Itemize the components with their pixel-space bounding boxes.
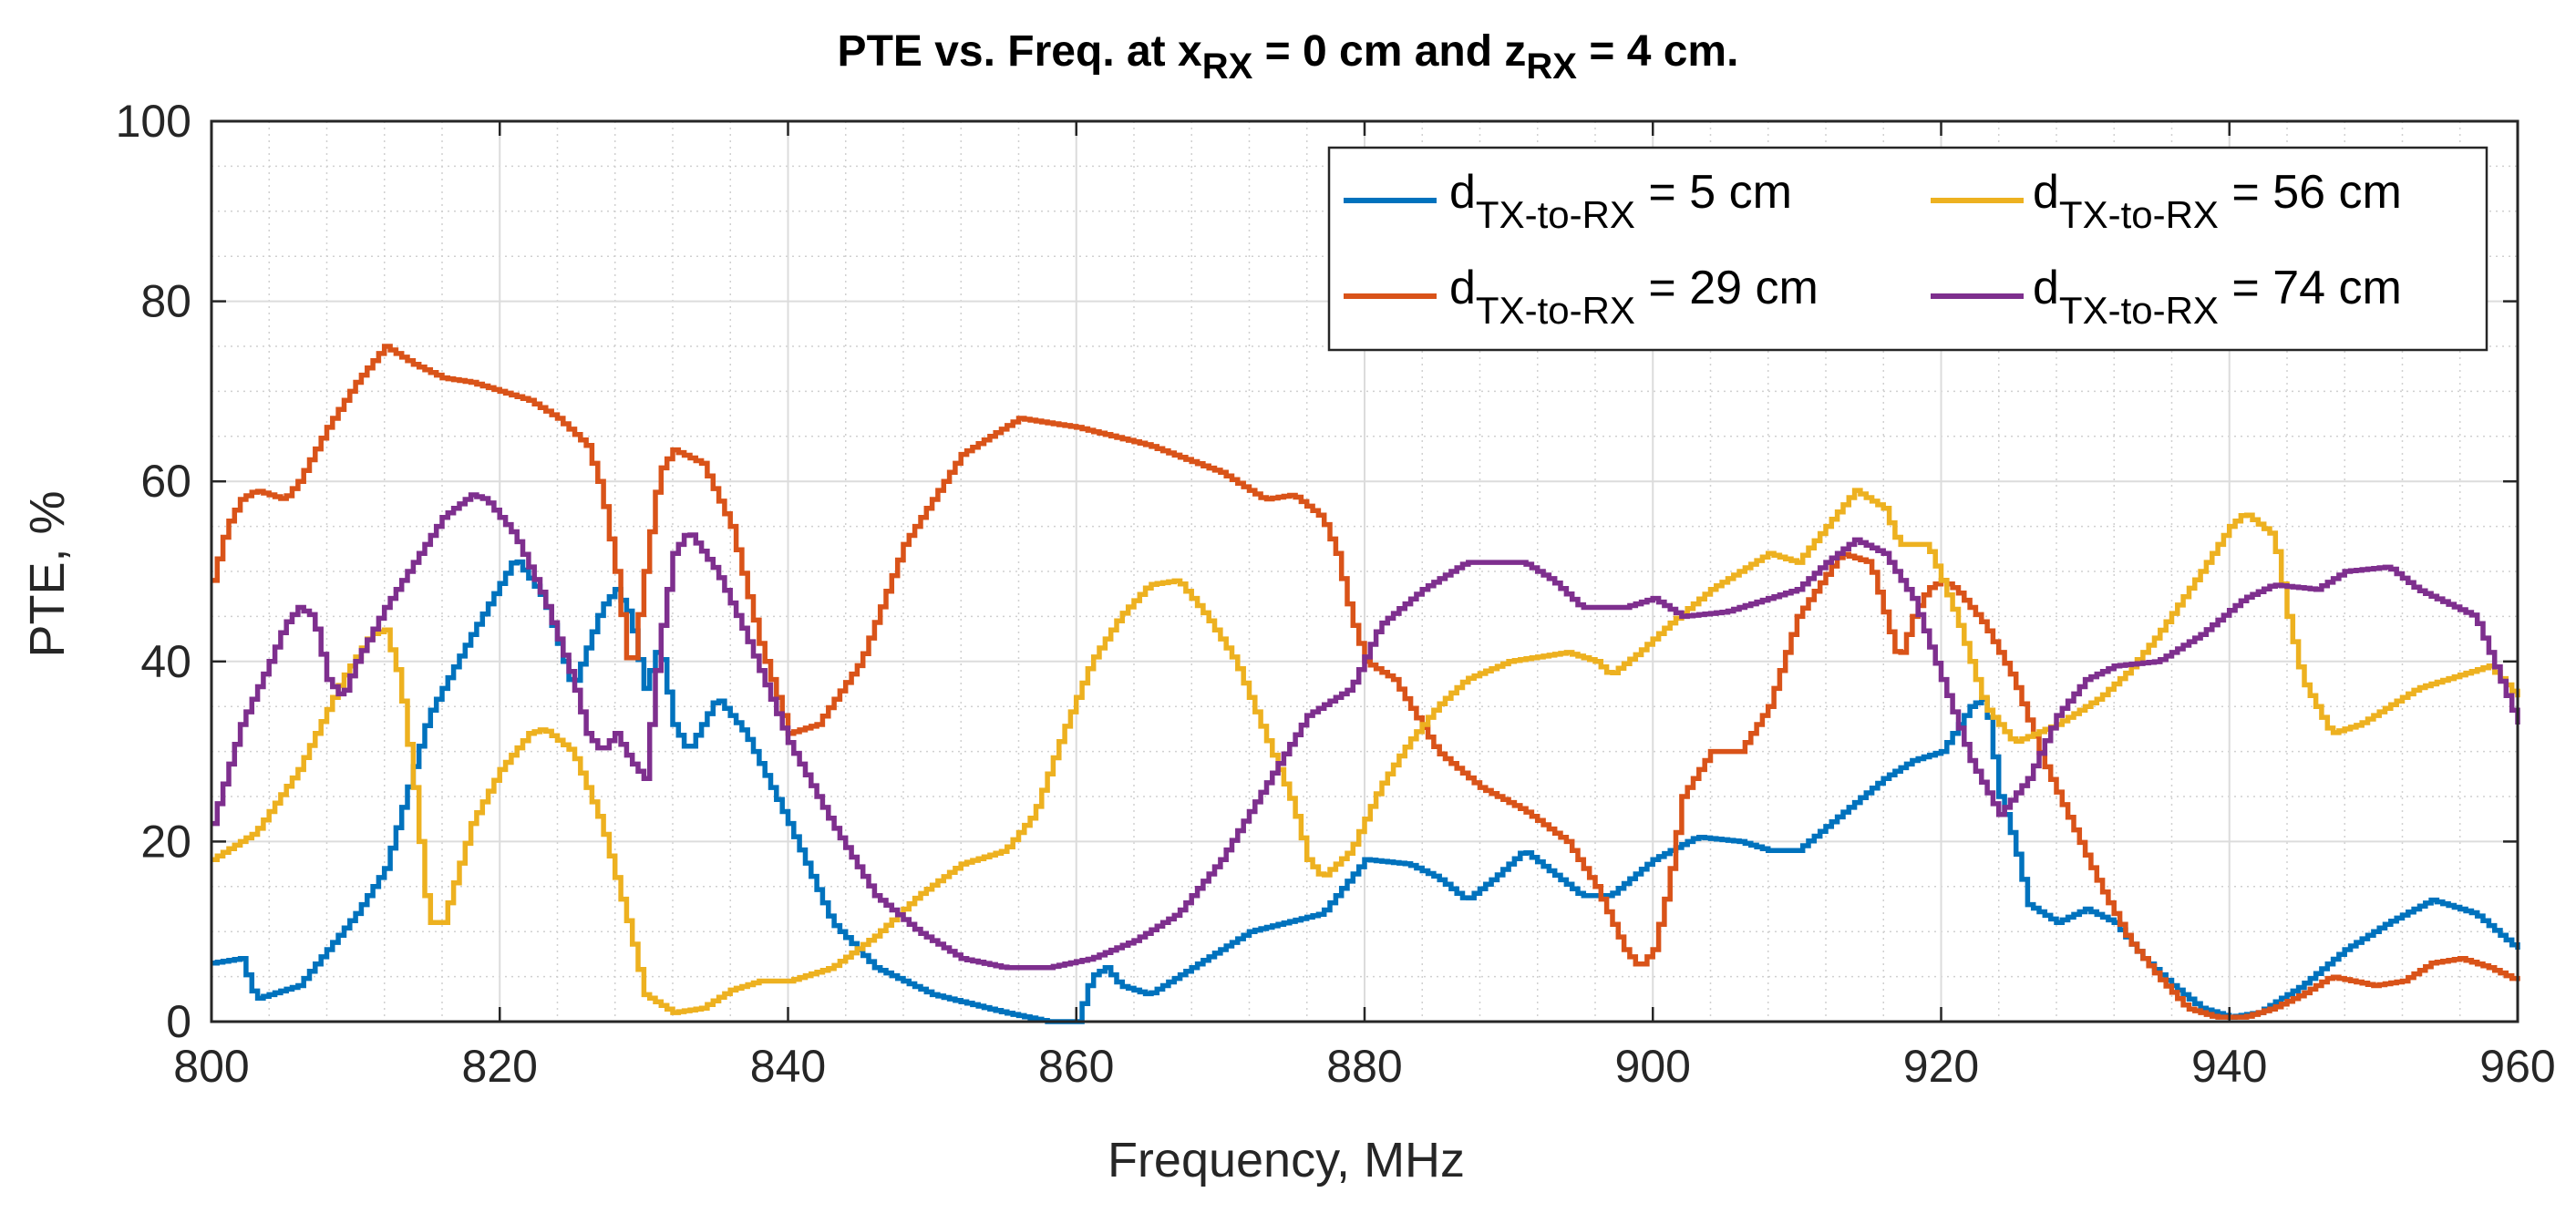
series-line-56cm: [211, 488, 2520, 1015]
x-tick-label: 960: [2479, 1041, 2555, 1092]
legend-label-56cm: dTX-to-RX = 56 cm: [2033, 166, 2402, 236]
x-tick-label: 900: [1615, 1041, 1691, 1092]
legend-label-5cm: dTX-to-RX = 5 cm: [1449, 166, 1792, 236]
chart-title: PTE vs. Freq. at xRX = 0 cm and zRX = 4 …: [838, 27, 1739, 87]
legend-entry-29cm: dTX-to-RX = 29 cm: [1344, 262, 1819, 332]
series-line-74cm: [211, 492, 2520, 971]
y-axis-ticks: 0 20 40 60 80 100: [116, 96, 2518, 1047]
x-tick-label: 800: [173, 1041, 249, 1092]
legend: dTX-to-RX = 5 cm dTX-to-RX = 56 cm dTX-t…: [1327, 146, 2488, 352]
x-tick-label: 920: [1903, 1041, 1979, 1092]
x-tick-label: 940: [2191, 1041, 2267, 1092]
y-tick-label: 20: [140, 816, 191, 867]
legend-entry-74cm: dTX-to-RX = 74 cm: [1931, 262, 2402, 332]
x-tick-label: 880: [1326, 1041, 1402, 1092]
x-tick-label: 860: [1038, 1041, 1114, 1092]
x-tick-label: 820: [462, 1041, 538, 1092]
legend-box: [1327, 146, 2488, 352]
legend-label-29cm: dTX-to-RX = 29 cm: [1449, 262, 1819, 332]
legend-entry-5cm: dTX-to-RX = 5 cm: [1344, 166, 1792, 236]
legend-label-74cm: dTX-to-RX = 74 cm: [2033, 262, 2402, 332]
y-tick-label: 0: [166, 996, 191, 1047]
x-axis-ticks: 800 820 840 860 880 900 920 940 960: [173, 121, 2556, 1092]
plot-lines: [211, 344, 2520, 1024]
x-axis-label: Frequency, MHz: [1108, 1133, 1465, 1187]
y-tick-label: 100: [116, 96, 191, 147]
series-line-29cm: [211, 344, 2520, 1020]
legend-entry-56cm: dTX-to-RX = 56 cm: [1931, 166, 2402, 236]
x-tick-label: 840: [750, 1041, 826, 1092]
y-tick-label: 80: [140, 276, 191, 327]
y-axis-label: PTE, %: [20, 490, 75, 657]
y-tick-label: 60: [140, 456, 191, 507]
y-tick-label: 40: [140, 636, 191, 687]
